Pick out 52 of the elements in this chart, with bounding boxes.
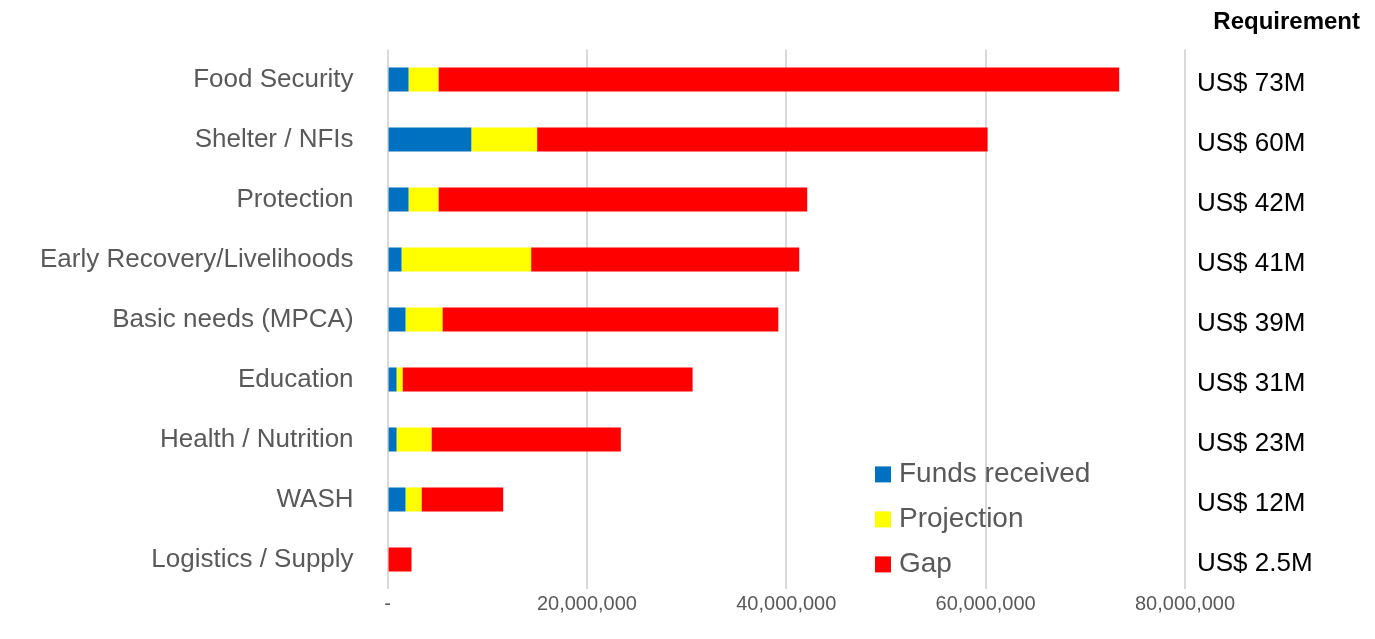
bar bbox=[396, 427, 432, 452]
x-tick-label: 20,000,000 bbox=[536, 591, 637, 614]
bar bbox=[396, 367, 403, 392]
bar bbox=[388, 307, 406, 332]
bar bbox=[421, 487, 504, 512]
y-tick-label: Shelter / NFIs bbox=[194, 122, 354, 153]
y-tick-label: Health / Nutrition bbox=[159, 422, 354, 453]
bar bbox=[402, 367, 693, 392]
bar bbox=[388, 547, 412, 572]
text: US$ 23M bbox=[1197, 426, 1306, 457]
text: US$ 2.5M bbox=[1197, 546, 1313, 577]
bar bbox=[438, 67, 1120, 92]
y-tick-label: Food Security bbox=[193, 62, 354, 93]
text: Requirement bbox=[1213, 6, 1360, 34]
bar bbox=[388, 247, 402, 272]
x-tick-label: 80,000,000 bbox=[1134, 591, 1236, 614]
y-tick-label: Logistics / Supply bbox=[151, 542, 354, 573]
bar bbox=[388, 487, 406, 512]
bar bbox=[537, 127, 988, 152]
bar bbox=[408, 67, 439, 92]
y-tick-label: Protection bbox=[236, 182, 354, 213]
bar bbox=[388, 127, 472, 152]
legend-label: Funds received bbox=[899, 457, 1091, 489]
text: US$ 31M bbox=[1197, 366, 1306, 397]
text: US$ 41M bbox=[1197, 246, 1306, 277]
bar bbox=[405, 487, 422, 512]
bar bbox=[401, 247, 532, 272]
legend-label: Projection bbox=[899, 502, 1024, 534]
y-tick-label: Education bbox=[237, 362, 354, 393]
text: US$ 42M bbox=[1197, 186, 1306, 217]
text: US$ 60M bbox=[1197, 126, 1306, 157]
bar bbox=[388, 67, 409, 92]
bar bbox=[408, 187, 439, 212]
text: US$ 39M bbox=[1197, 306, 1306, 337]
x-tick-label: 60,000,000 bbox=[935, 591, 1036, 614]
bar bbox=[431, 427, 621, 452]
x-tick-label: 40,000,000 bbox=[736, 591, 837, 614]
bar bbox=[531, 247, 800, 272]
bar bbox=[405, 307, 443, 332]
bar bbox=[471, 127, 538, 152]
text: US$ 73M bbox=[1197, 66, 1306, 97]
bar bbox=[388, 187, 409, 212]
bar bbox=[388, 427, 397, 452]
y-tick-label: WASH bbox=[276, 482, 354, 513]
bar bbox=[442, 307, 779, 332]
legend-label: Gap bbox=[899, 547, 952, 579]
y-tick-label: Basic needs (MPCA) bbox=[112, 302, 354, 333]
bar bbox=[438, 187, 808, 212]
y-tick-label: Early Recovery/Livelihoods bbox=[39, 242, 354, 273]
bar bbox=[388, 367, 397, 392]
x-tick-label: - bbox=[384, 591, 391, 614]
text: US$ 12M bbox=[1197, 486, 1306, 517]
